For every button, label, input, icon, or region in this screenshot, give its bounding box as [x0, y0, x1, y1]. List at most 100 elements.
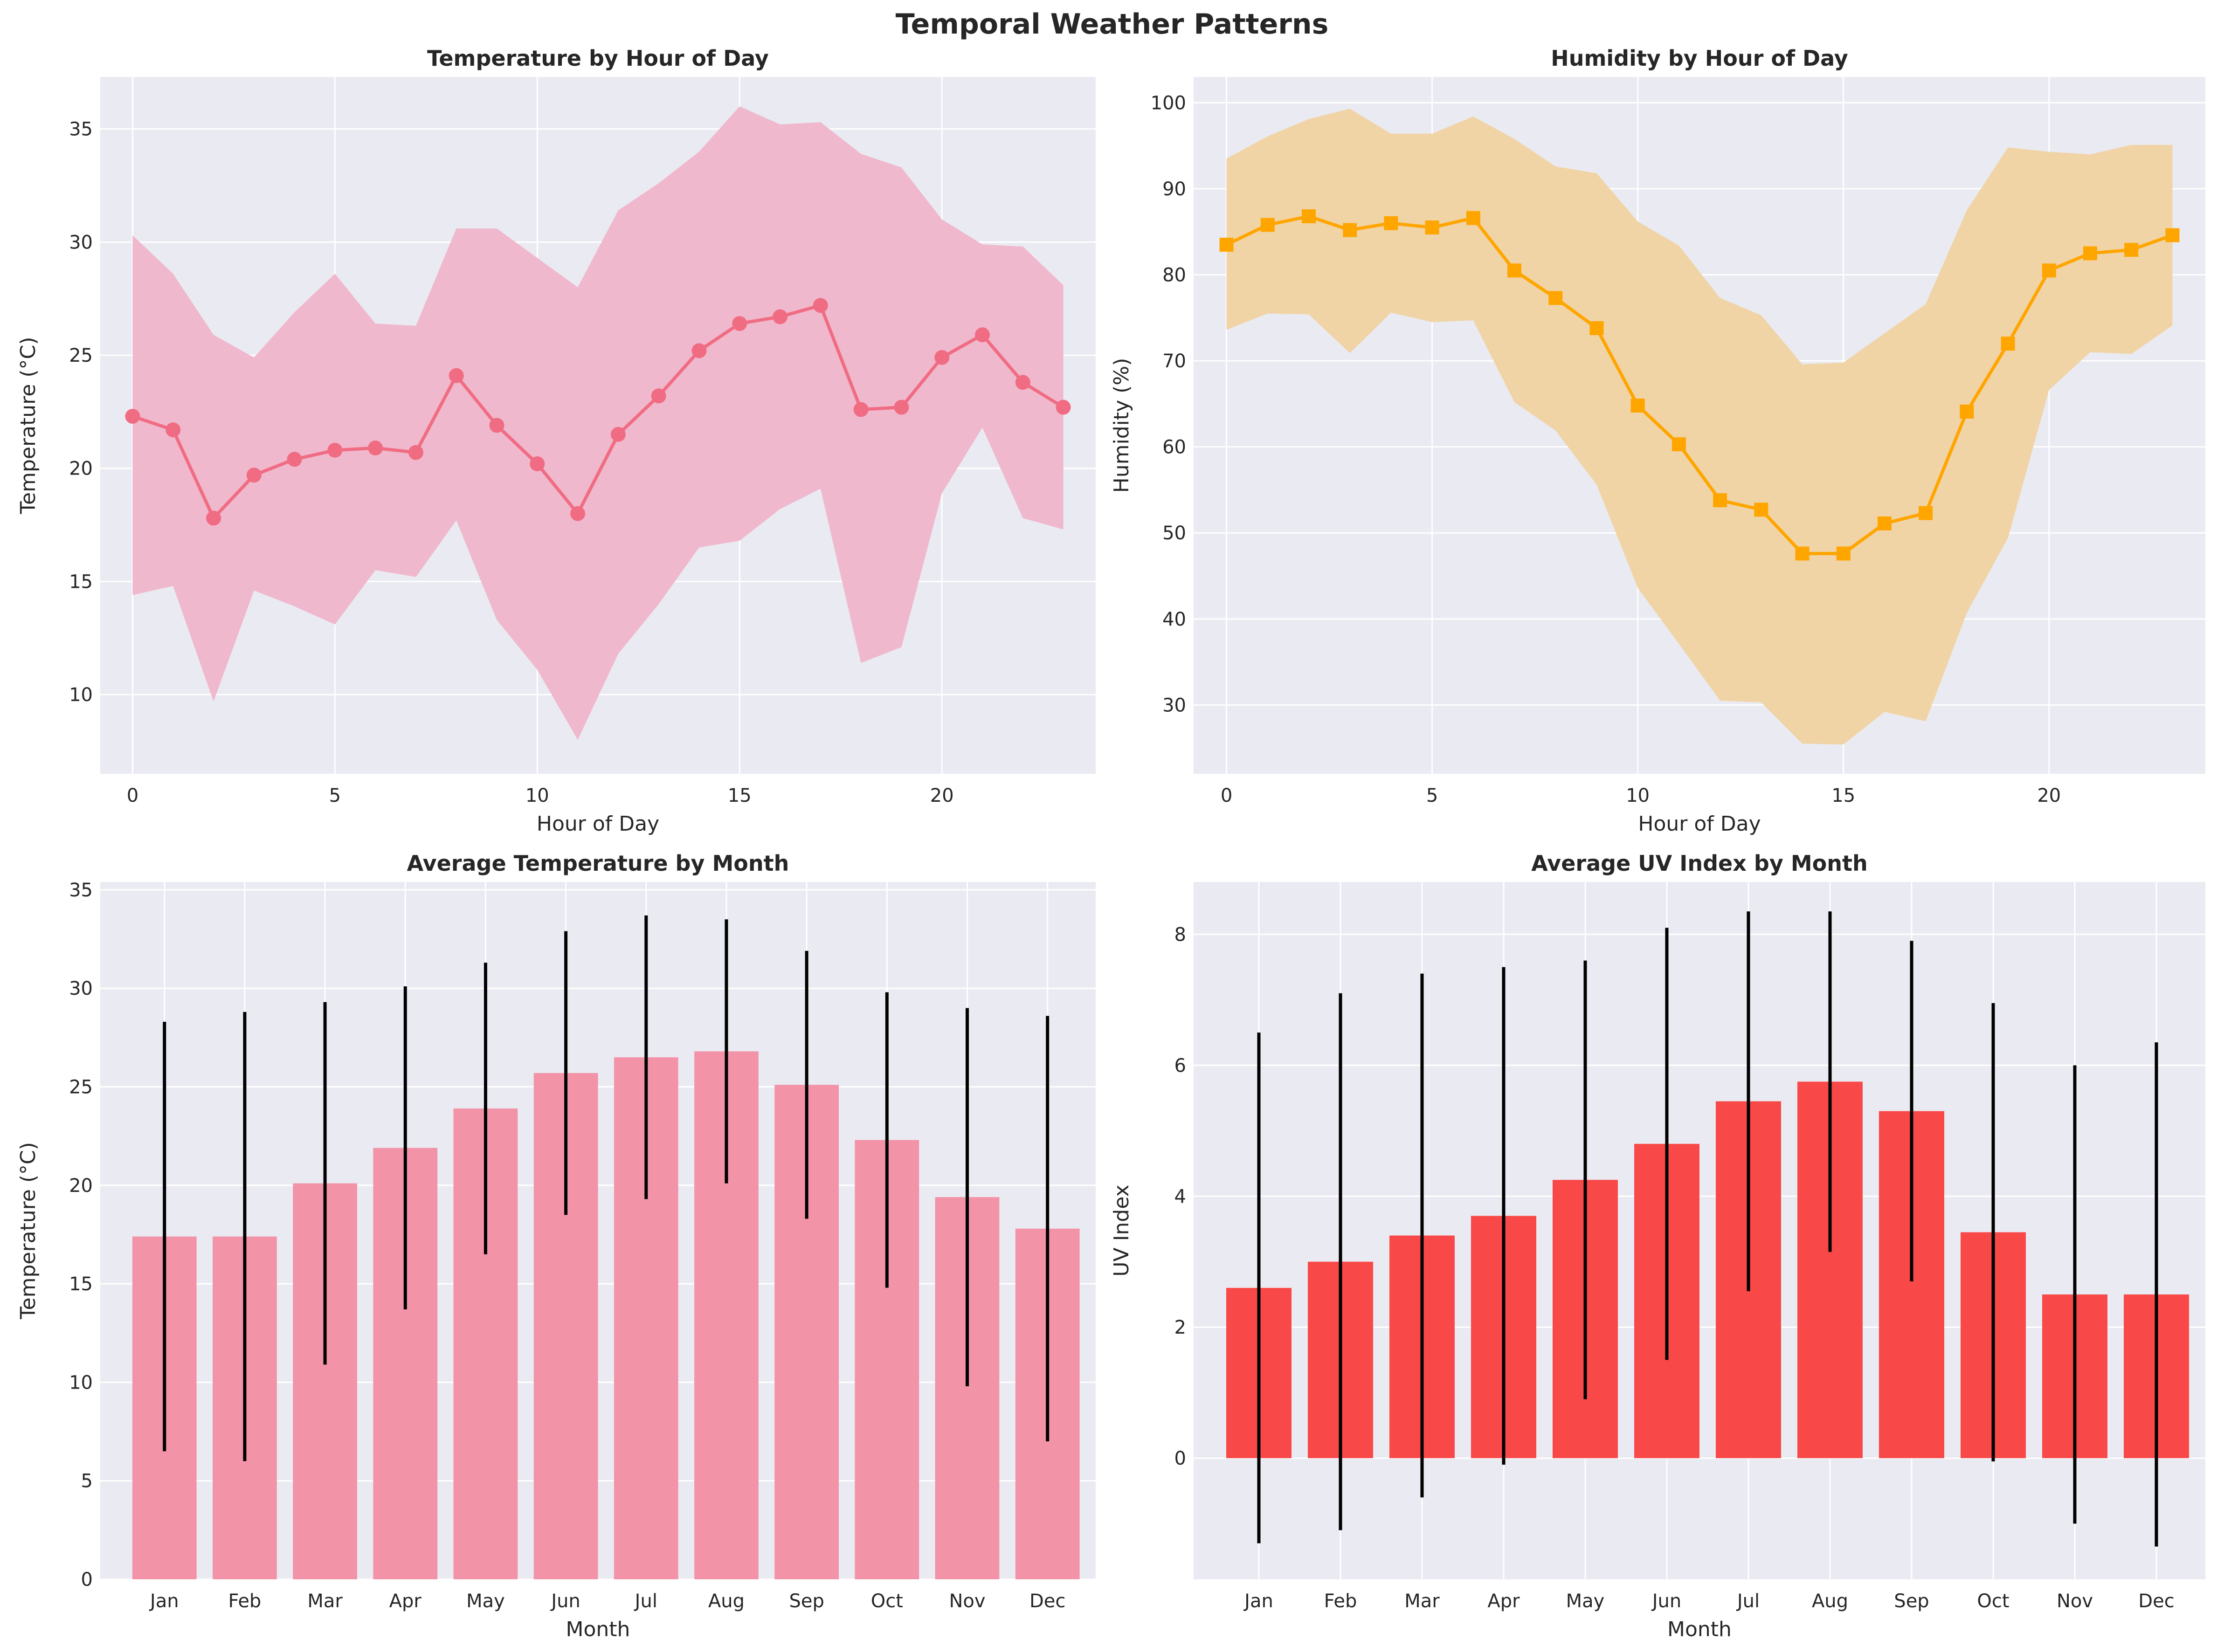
data-point [327, 442, 343, 458]
y-tick-label: 5 [81, 1471, 93, 1492]
y-tick-label: 60 [1162, 437, 1186, 458]
data-point [1056, 399, 1071, 415]
range-band [1226, 109, 2173, 745]
x-tick-label: Apr [389, 1590, 422, 1612]
y-tick-label: 20 [69, 458, 93, 480]
panel-title: Temperature by Hour of Day [427, 46, 769, 71]
y-tick-label: 30 [69, 232, 93, 253]
data-point [1630, 399, 1645, 413]
y-tick-label: 30 [1162, 695, 1186, 716]
x-tick-label: 0 [127, 785, 138, 806]
data-point [732, 316, 747, 331]
panel-title: Average UV Index by Month [1531, 851, 1867, 876]
data-point [1507, 263, 1522, 278]
x-tick-label: 15 [1831, 785, 1855, 806]
x-tick-label: Oct [871, 1590, 903, 1612]
x-tick-label: Oct [1977, 1590, 2009, 1612]
x-tick-label: Jul [1736, 1590, 1760, 1612]
y-tick-label: 70 [1162, 351, 1186, 372]
data-point [1301, 209, 1316, 223]
panel-4: 0 2 4 6 8 Jan Feb Mar Apr May Jun Jul Aug Sep Oct Nov De… [1110, 851, 2205, 1641]
y-axis-label: Temperature (°C) [16, 337, 40, 515]
x-axis-label: Month [566, 1618, 630, 1641]
data-point [2042, 263, 2056, 278]
data-point [934, 350, 950, 365]
y-tick-label: 30 [69, 978, 93, 999]
data-point [125, 409, 140, 424]
data-point [1425, 220, 1439, 234]
y-tick-label: 80 [1162, 265, 1186, 286]
y-tick-label: 25 [69, 1077, 93, 1098]
data-point [1754, 502, 1768, 517]
y-tick-label: 2 [1174, 1317, 1186, 1338]
x-tick-label: Jul [634, 1590, 657, 1612]
y-tick-label: 6 [1174, 1055, 1186, 1076]
data-point [691, 343, 707, 358]
data-point [1589, 321, 1604, 335]
x-tick-label: Dec [2138, 1590, 2174, 1612]
range-band [132, 106, 1064, 740]
data-point [287, 452, 302, 467]
x-tick-label: Feb [1324, 1590, 1357, 1612]
data-point [894, 399, 909, 415]
data-point [610, 427, 626, 442]
data-point [368, 441, 383, 456]
data-point [1015, 375, 1030, 390]
x-tick-label: Aug [1812, 1590, 1848, 1612]
data-point [1713, 493, 1727, 508]
data-point [1219, 237, 1234, 252]
data-point [1877, 516, 1892, 530]
y-axis-label: UV Index [1110, 1184, 1133, 1276]
x-tick-label: Sep [1894, 1590, 1929, 1612]
x-tick-label: Mar [1404, 1590, 1440, 1612]
x-tick-label: Jun [550, 1590, 580, 1612]
data-point [489, 418, 504, 433]
y-tick-label: 8 [1174, 924, 1186, 945]
data-point [2083, 246, 2098, 261]
panel-2: 30 40 50 60 70 80 90 100 0 5 10 15 20 Humidity by Hou… [1110, 46, 2205, 836]
x-tick-label: Jan [1243, 1590, 1273, 1612]
data-point [449, 368, 464, 383]
x-tick-label: May [466, 1590, 505, 1612]
figure-title: Temporal Weather Patterns [896, 8, 1329, 41]
panel-title: Humidity by Hour of Day [1551, 46, 1848, 71]
data-point [1671, 437, 1686, 452]
x-tick-label: 10 [1626, 785, 1650, 806]
x-tick-label: Sep [789, 1590, 824, 1612]
y-tick-label: 20 [69, 1175, 93, 1197]
data-point [1384, 216, 1398, 230]
data-point [813, 298, 828, 313]
data-point [1466, 211, 1480, 225]
y-axis-label: Temperature (°C) [16, 1142, 40, 1320]
x-axis-label: Hour of Day [1638, 812, 1761, 836]
data-point [530, 456, 545, 472]
data-point [246, 468, 262, 483]
panel-3: 0 5 10 15 20 25 30 35 Jan Feb Mar Apr May Jun Jul Aug Se… [16, 851, 1096, 1641]
x-axis-label: Hour of Day [537, 812, 659, 836]
data-point [1548, 291, 1563, 305]
data-point [1795, 546, 1810, 561]
y-tick-label: 10 [69, 1372, 93, 1393]
data-point [570, 506, 586, 521]
data-point [2001, 337, 2015, 351]
data-point [2165, 228, 2180, 242]
y-tick-label: 90 [1162, 179, 1186, 200]
y-tick-label: 4 [1174, 1186, 1186, 1207]
x-tick-label: Jan [149, 1590, 179, 1612]
y-tick-label: 35 [69, 119, 93, 140]
x-axis-label: Month [1667, 1618, 1732, 1641]
data-point [1836, 546, 1851, 561]
data-point [408, 445, 423, 460]
data-point [853, 402, 869, 417]
y-tick-label: 100 [1151, 92, 1186, 114]
y-tick-label: 50 [1162, 523, 1186, 544]
panel-1: 10 15 20 25 30 35 0 5 10 15 20 Temperature by Hour … [16, 46, 1096, 836]
y-tick-label: 0 [81, 1569, 93, 1590]
x-tick-label: 15 [728, 785, 752, 806]
x-tick-label: Aug [708, 1590, 745, 1612]
x-tick-label: 10 [525, 785, 549, 806]
data-point [1260, 218, 1275, 232]
x-tick-label: Feb [228, 1590, 262, 1612]
y-tick-label: 25 [69, 345, 93, 366]
